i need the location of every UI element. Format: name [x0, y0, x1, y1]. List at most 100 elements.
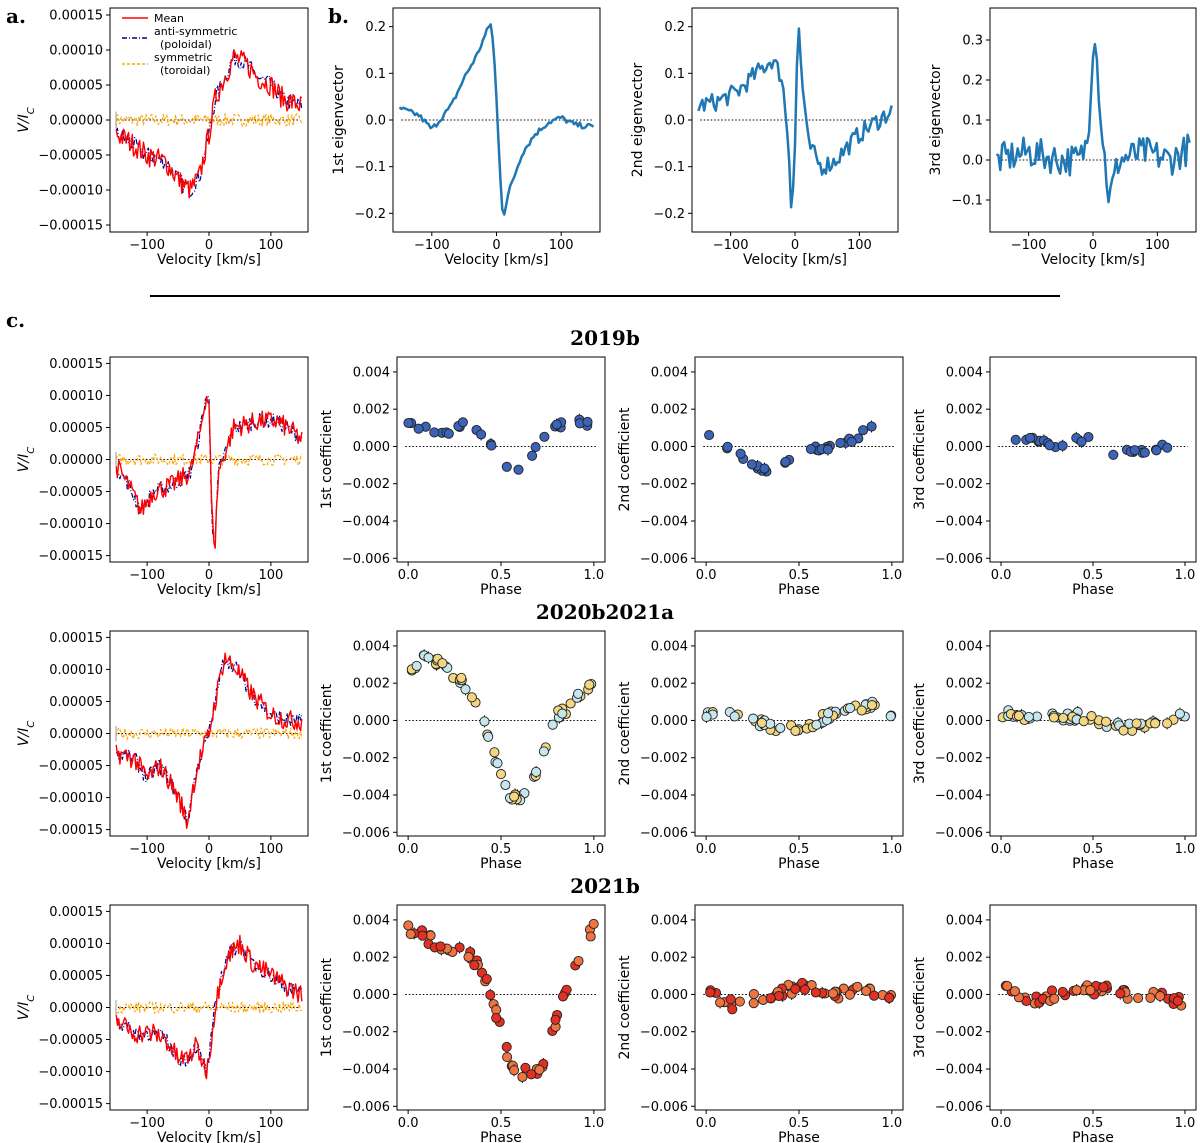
data-point: [790, 984, 801, 995]
y-tick-label: 0.0: [962, 154, 983, 169]
y-axis-label: 2nd coefficient: [617, 681, 633, 786]
y-tick-label: 0.004: [946, 913, 983, 928]
data-point: [573, 688, 584, 699]
data-point: [457, 417, 468, 428]
data-point: [530, 442, 541, 453]
data-point: [1048, 712, 1060, 723]
data-point: [780, 456, 791, 467]
y-tick-label: −0.1: [653, 160, 685, 175]
y-tick-label: 0.000: [353, 714, 390, 729]
y-axis-label: V/IC: [16, 107, 37, 132]
y-tick-label: 0.00010: [49, 663, 103, 678]
y-tick-label: 0.004: [946, 365, 983, 380]
data-point: [734, 996, 745, 1007]
data-point: [729, 711, 740, 722]
data-point: [725, 994, 736, 1005]
y-tick-label: −0.004: [935, 789, 983, 804]
y-tick-label: 0.00000: [49, 114, 103, 129]
y-tick-label: −0.002: [640, 751, 688, 766]
y-tick-label: −0.2: [354, 207, 386, 222]
subplot-a: −100 0 100 0.00015 0.00010 0.00005 0.00000 −0.0…: [16, 7, 309, 268]
x-axis-label: Velocity [km/s]: [157, 582, 261, 598]
axes-frame: [989, 904, 1197, 1111]
data-point: [565, 698, 576, 709]
data-point: [852, 981, 863, 992]
data-point: [756, 717, 767, 728]
subplot-c_2021b_3: 0.0 0.5 1.0 0.004 0.002 0.000 −0.002 −0.004 −0.0…: [912, 904, 1197, 1143]
data-point: [759, 463, 770, 474]
data-point: [411, 660, 422, 671]
data-point: [1071, 985, 1082, 996]
poloidal-line: [115, 940, 303, 1075]
y-tick-label: −0.2: [653, 207, 685, 222]
legend-poloidal-label: anti-symmetric: [154, 25, 237, 38]
data-point: [1046, 985, 1058, 996]
data-point: [799, 984, 810, 995]
data-point: [417, 930, 428, 941]
y-axis-label: 1st coefficient: [319, 957, 335, 1057]
y-tick-label: 0.004: [353, 639, 390, 654]
x-tick-label: −100: [1011, 238, 1047, 253]
x-tick-label: 0.5: [1083, 568, 1104, 583]
y-tick-label: −0.002: [342, 1025, 390, 1040]
y-tick-label: 0.002: [353, 951, 390, 966]
y-tick-label: −0.00005: [38, 759, 103, 774]
data-point: [403, 920, 414, 931]
y-tick-label: −0.006: [935, 552, 983, 567]
poloidal-line: [115, 48, 303, 198]
data-point: [437, 658, 448, 669]
x-tick-label: 100: [258, 568, 283, 583]
data-point: [479, 716, 490, 727]
data-point: [1002, 980, 1013, 991]
data-point: [443, 428, 454, 439]
data-point: [827, 988, 839, 999]
row-title-2020b2021a: 2020b2021a: [535, 600, 675, 624]
data-point: [722, 441, 733, 452]
data-point: [547, 719, 558, 730]
x-axis-label: Phase: [778, 582, 820, 598]
y-axis-label: 3rd coefficient: [912, 683, 928, 784]
data-point: [866, 700, 878, 711]
data-point: [823, 708, 834, 719]
y-axis-label: 1st coefficient: [319, 683, 335, 783]
y-tick-label: 0.00000: [49, 453, 103, 468]
y-tick-label: 0.00000: [49, 1001, 103, 1016]
data-point: [1151, 445, 1162, 456]
x-tick-label: 0.5: [789, 568, 810, 583]
x-tick-label: 1.0: [584, 568, 605, 583]
x-tick-label: 0.0: [991, 1116, 1012, 1131]
y-tick-label: −0.006: [342, 1100, 390, 1115]
data-point: [885, 711, 896, 722]
y-tick-label: 0.002: [946, 951, 983, 966]
data-point: [502, 1052, 513, 1063]
x-tick-label: 0: [205, 238, 213, 253]
y-tick-label: 0.004: [651, 913, 688, 928]
data-point: [1025, 432, 1036, 443]
data-point: [866, 421, 877, 432]
x-tick-label: 0: [205, 842, 213, 857]
x-tick-label: 0.5: [491, 568, 512, 583]
data-point: [483, 731, 494, 742]
x-tick-label: 1.0: [1175, 842, 1196, 857]
y-tick-label: −0.00010: [38, 1065, 103, 1080]
data-point: [531, 766, 542, 777]
y-tick-label: 0.00005: [49, 695, 103, 710]
mean-line: [115, 49, 303, 199]
y-tick-label: −0.1: [354, 160, 386, 175]
data-point: [582, 416, 593, 427]
y-tick-label: 0.000: [353, 988, 390, 1003]
data-point: [1085, 985, 1096, 996]
data-point: [539, 431, 550, 442]
y-tick-label: −0.006: [935, 826, 983, 841]
x-tick-label: 0: [205, 568, 213, 583]
x-axis-label: Velocity [km/s]: [1041, 252, 1145, 268]
y-tick-label: −0.006: [640, 552, 688, 567]
data-point: [1108, 449, 1119, 460]
data-point: [1086, 711, 1097, 722]
y-tick-label: 0.2: [962, 74, 983, 89]
data-point: [748, 998, 759, 1009]
y-tick-label: −0.006: [342, 826, 390, 841]
data-point: [1145, 992, 1156, 1003]
data-point: [811, 719, 822, 730]
row-title-2019b: 2019b: [570, 326, 640, 350]
